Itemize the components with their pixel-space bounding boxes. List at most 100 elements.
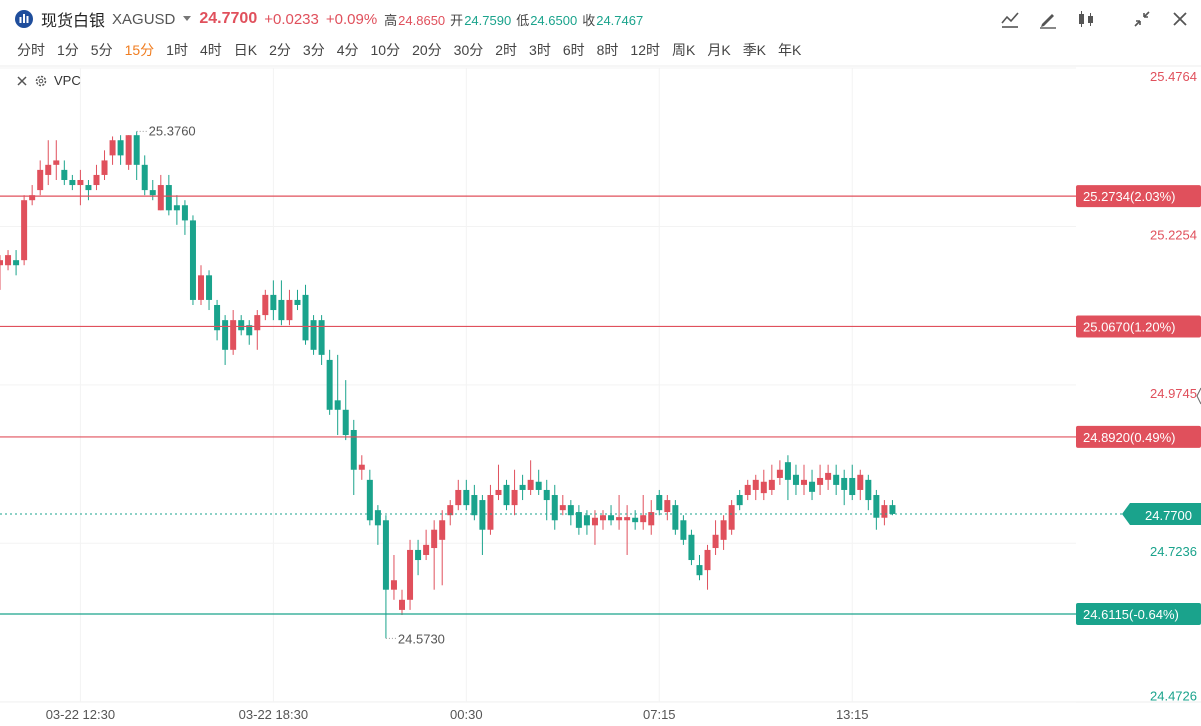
price-line-label: 24.6115(-0.64%) xyxy=(1083,607,1179,622)
candle-body xyxy=(61,169,68,180)
period-tab[interactable]: 2分 xyxy=(269,42,291,58)
toolbar xyxy=(999,8,1191,30)
line-tool[interactable] xyxy=(999,8,1021,30)
candle-body xyxy=(825,472,832,480)
candle-body xyxy=(230,320,237,350)
period-tab[interactable]: 3时 xyxy=(529,42,551,58)
candle-body xyxy=(358,464,365,470)
price-line-label: 25.2734(2.03%) xyxy=(1083,189,1176,204)
period-tab[interactable]: 4分 xyxy=(336,42,359,58)
candle-body xyxy=(286,299,293,321)
period-tab[interactable]: 1时 xyxy=(166,42,188,58)
candle-body xyxy=(616,517,623,521)
candle-body xyxy=(93,174,100,186)
period-tab[interactable]: 12时 xyxy=(630,42,660,58)
price-line-tag xyxy=(1076,603,1201,626)
candle-body xyxy=(382,520,389,590)
stat-value: 24.7467 xyxy=(596,12,644,28)
candle-body xyxy=(141,164,148,191)
candle-tool[interactable] xyxy=(1075,8,1097,30)
candle-body xyxy=(374,510,381,526)
period-tab[interactable]: 4时 xyxy=(199,42,222,58)
stat: 开24.7590 xyxy=(450,10,511,29)
period-tab[interactable]: 10分 xyxy=(370,42,401,58)
candle-body xyxy=(889,505,896,514)
candle-body xyxy=(792,474,799,485)
candle-body xyxy=(776,469,783,478)
last-price: 24.7700 xyxy=(199,10,258,27)
candle-body xyxy=(640,515,647,523)
candle-body xyxy=(591,517,598,526)
candle-body xyxy=(600,515,606,521)
max-label: 25.3760 xyxy=(149,123,196,138)
period-tab[interactable]: 分时 xyxy=(17,42,45,58)
stat: 高24.8650 xyxy=(384,10,445,29)
candle-body xyxy=(648,512,655,526)
candle-body xyxy=(45,164,52,175)
candle-body xyxy=(157,185,164,211)
candle-body xyxy=(149,190,156,196)
period-tab[interactable]: 季K xyxy=(742,42,767,58)
candle-body xyxy=(407,549,414,600)
candle-body xyxy=(310,320,317,350)
candle-body xyxy=(744,484,751,496)
candle-body xyxy=(390,580,397,590)
candle-body xyxy=(817,477,824,485)
remove-indicator[interactable] xyxy=(16,75,28,87)
candle-body xyxy=(29,195,36,201)
candle-body xyxy=(632,517,639,523)
y-tick-label: 24.7236 xyxy=(1150,544,1197,559)
candle-body xyxy=(423,544,430,555)
period-bar: 分时 1分 5分 15分 1时 4时 日K 2分 3分 4分 10分 20分 30分 2时 3时 6时 8时 12… xyxy=(17,40,813,60)
candle-body xyxy=(37,169,44,191)
period-tab[interactable]: 日K xyxy=(233,42,258,58)
collapse-handle[interactable] xyxy=(1196,387,1201,405)
candle-body xyxy=(69,179,76,186)
draw-tool[interactable] xyxy=(1037,8,1059,30)
price-line-tag xyxy=(1076,315,1201,338)
symbol[interactable]: XAGUSD xyxy=(112,10,176,28)
candle-body xyxy=(133,135,140,165)
period-tab[interactable]: 周K xyxy=(672,42,696,58)
period-tab[interactable]: 30分 xyxy=(453,42,484,58)
candle-body xyxy=(270,294,277,311)
min-label: 24.5730 xyxy=(398,631,445,646)
candle-body xyxy=(206,275,213,300)
stat-value: 24.8650 xyxy=(398,12,446,28)
period-tab[interactable]: 3分 xyxy=(302,42,325,58)
candle-body xyxy=(254,315,261,331)
period-tab[interactable]: 5分 xyxy=(90,42,113,58)
change: +0.0233 xyxy=(264,10,319,28)
candle-body xyxy=(873,495,880,518)
candle-body xyxy=(77,179,84,186)
stat-label: 低 xyxy=(516,12,530,28)
candle-body xyxy=(326,359,333,410)
period-tab[interactable]: 8时 xyxy=(596,42,619,58)
candle-body xyxy=(487,495,494,530)
period-tab[interactable]: 20分 xyxy=(412,42,442,58)
stat-value: 24.7590 xyxy=(464,12,512,28)
period-tab[interactable]: 15分 xyxy=(124,42,155,58)
candle-body xyxy=(117,140,124,156)
symbol-dropdown[interactable] xyxy=(182,15,192,23)
candle-body xyxy=(575,512,582,528)
candle-body xyxy=(567,505,574,516)
header: 现货白银 XAGUSD 24.7700 +0.0233 +0.09% 高24.8… xyxy=(14,6,643,32)
period-tab[interactable]: 月K xyxy=(707,42,731,58)
period-tab[interactable]: 2时 xyxy=(495,42,518,58)
close-button[interactable] xyxy=(1169,8,1191,30)
period-tab[interactable]: 年K xyxy=(778,42,802,58)
candle-body xyxy=(350,429,357,470)
candle-body xyxy=(53,160,60,165)
period-tab[interactable]: 1分 xyxy=(57,42,79,58)
indicator-name: VPC xyxy=(54,73,81,88)
indicator-settings[interactable] xyxy=(34,74,48,88)
period-tab[interactable]: 6时 xyxy=(562,42,585,58)
change-percent: +0.09% xyxy=(325,10,378,28)
candle-body xyxy=(189,220,196,300)
shrink-tool[interactable] xyxy=(1131,8,1153,30)
stat-label: 开 xyxy=(450,12,464,28)
candle-body xyxy=(519,484,526,490)
